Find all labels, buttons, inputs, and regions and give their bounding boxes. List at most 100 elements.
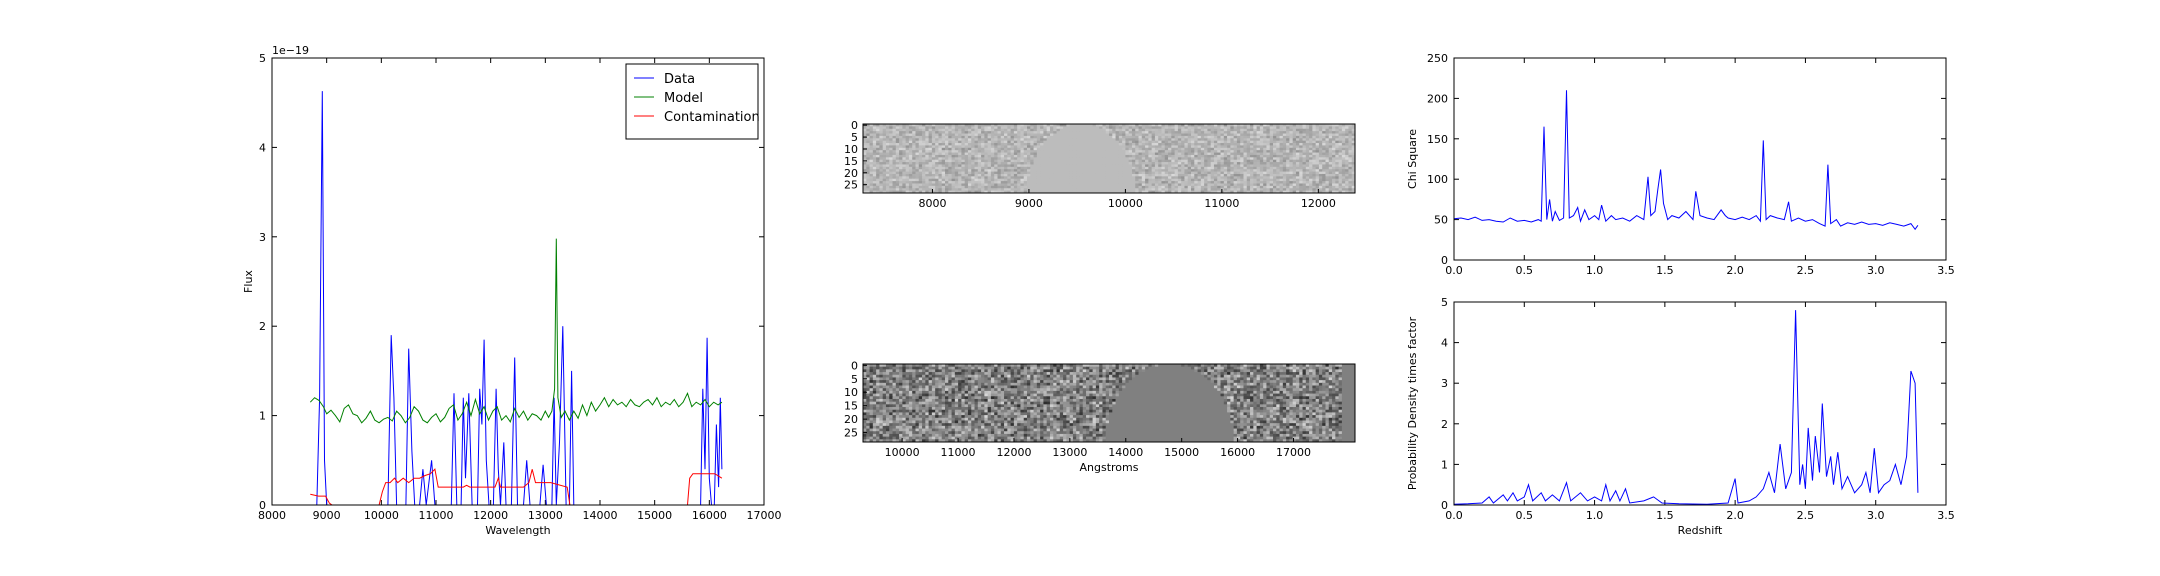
pixel-cell xyxy=(1020,126,1025,130)
pixel-cell xyxy=(928,143,933,146)
pixel-cell xyxy=(935,364,939,368)
pixel-cell xyxy=(1069,143,1074,146)
pixel-cell xyxy=(1256,159,1261,163)
pixel-cell xyxy=(1236,133,1241,137)
pixel-cell xyxy=(1131,126,1136,130)
pixel-cell xyxy=(1309,152,1313,156)
pixel-cell xyxy=(997,366,1002,370)
pixel-cell xyxy=(1200,131,1205,134)
pixel-cell xyxy=(1187,164,1192,168)
pixel-cell xyxy=(1318,162,1323,165)
pixel-cell xyxy=(1013,131,1018,134)
pixel-cell xyxy=(1017,183,1021,187)
pixel-cell xyxy=(987,188,992,192)
pixel-cell xyxy=(1295,364,1300,368)
pixel-cell xyxy=(1184,126,1189,130)
pixel-cell xyxy=(1125,145,1130,149)
pixel-cell xyxy=(1076,124,1080,127)
pixel-cell xyxy=(1217,188,1221,192)
pixel-cell xyxy=(1292,162,1297,165)
pixel-cell xyxy=(1148,366,1153,370)
pixel-cell xyxy=(1138,178,1143,182)
pixel-cell xyxy=(912,138,916,142)
pixel-cell xyxy=(1105,126,1110,130)
pixel-cell xyxy=(1187,162,1192,165)
pixel-cell xyxy=(928,140,933,144)
pixel-cell xyxy=(1240,188,1244,192)
pixel-cell xyxy=(1013,372,1018,376)
pixel-cell xyxy=(1338,140,1343,144)
pixel-cell xyxy=(1338,124,1343,127)
pixel-cell xyxy=(1128,173,1133,177)
pixel-cell xyxy=(974,164,979,168)
pixel-cell xyxy=(1115,178,1120,182)
pixel-cell xyxy=(1040,190,1044,194)
pixel-cell xyxy=(1141,188,1146,192)
pixel-cell xyxy=(1207,366,1212,370)
pixel-cell xyxy=(908,190,913,194)
pixel-cell xyxy=(1004,162,1008,165)
pixel-cell xyxy=(1125,171,1130,175)
pixel-cell xyxy=(1053,135,1057,139)
pixel-cell xyxy=(1128,369,1133,373)
pixel-cell xyxy=(1007,166,1011,170)
pixel-cell xyxy=(1174,173,1179,177)
pixel-cell xyxy=(1302,171,1307,175)
pixel-cell xyxy=(1043,176,1048,180)
pixel-cell xyxy=(872,133,877,137)
pixel-cell xyxy=(938,169,943,172)
pixel-cell xyxy=(994,366,998,370)
pixel-cell xyxy=(1204,140,1208,144)
pixel-cell xyxy=(990,190,995,194)
pixel-cell xyxy=(1138,138,1143,142)
pixel-cell xyxy=(1105,150,1110,153)
pixel-cell xyxy=(1049,183,1054,187)
pixel-cell xyxy=(1302,150,1307,153)
pixel-cell xyxy=(1128,135,1133,139)
pixel-cell xyxy=(1273,169,1277,172)
pixel-cell xyxy=(1010,126,1015,130)
pixel-cell xyxy=(1181,369,1185,373)
pixel-cell xyxy=(1122,143,1126,146)
pixel-cell xyxy=(1007,150,1011,153)
pixel-cell xyxy=(1292,150,1297,153)
pixel-cell xyxy=(1135,169,1139,172)
pixel-cell xyxy=(971,366,975,370)
pixel-cell xyxy=(1325,126,1330,130)
pixel-cell xyxy=(1138,369,1143,373)
pixel-cell xyxy=(1158,188,1162,192)
pixel-cell xyxy=(1004,164,1008,168)
pixel-cell xyxy=(1269,164,1274,168)
pixel-cell xyxy=(1141,372,1146,376)
pixel-cell xyxy=(1345,138,1349,142)
pixel-cell xyxy=(951,147,956,151)
pixel-cell xyxy=(899,176,903,180)
pixel-cell xyxy=(1089,366,1093,370)
pixel-cell xyxy=(1013,181,1018,184)
pixel-cell xyxy=(882,188,887,192)
pixel-cell xyxy=(1213,183,1218,187)
pixel-cell xyxy=(1312,171,1317,175)
pixel-cell xyxy=(872,372,877,376)
pixel-cell xyxy=(1295,145,1300,149)
pixel-cell xyxy=(869,133,874,137)
pixel-cell xyxy=(1348,152,1353,156)
pixel-cell xyxy=(1135,178,1139,182)
pixel-cell xyxy=(1246,176,1251,180)
pixel-cell xyxy=(1027,131,1031,134)
pixel-cell xyxy=(1046,128,1051,132)
pixel-cell xyxy=(967,164,972,168)
pixel-cell xyxy=(954,162,959,165)
pixel-cell xyxy=(1246,162,1251,165)
pixel-cell xyxy=(1148,372,1153,376)
pixel-cell xyxy=(1243,138,1248,142)
pixel-cell xyxy=(905,364,910,368)
pixel-cell xyxy=(1312,185,1317,189)
pixel-cell xyxy=(879,150,884,153)
pixel-cell xyxy=(1184,128,1189,132)
pixel-cell xyxy=(994,157,998,161)
pixel-cell xyxy=(922,166,926,170)
pixel-cell xyxy=(1125,140,1130,144)
pixel-cell xyxy=(1020,147,1025,151)
pixel-cell xyxy=(1200,164,1205,168)
